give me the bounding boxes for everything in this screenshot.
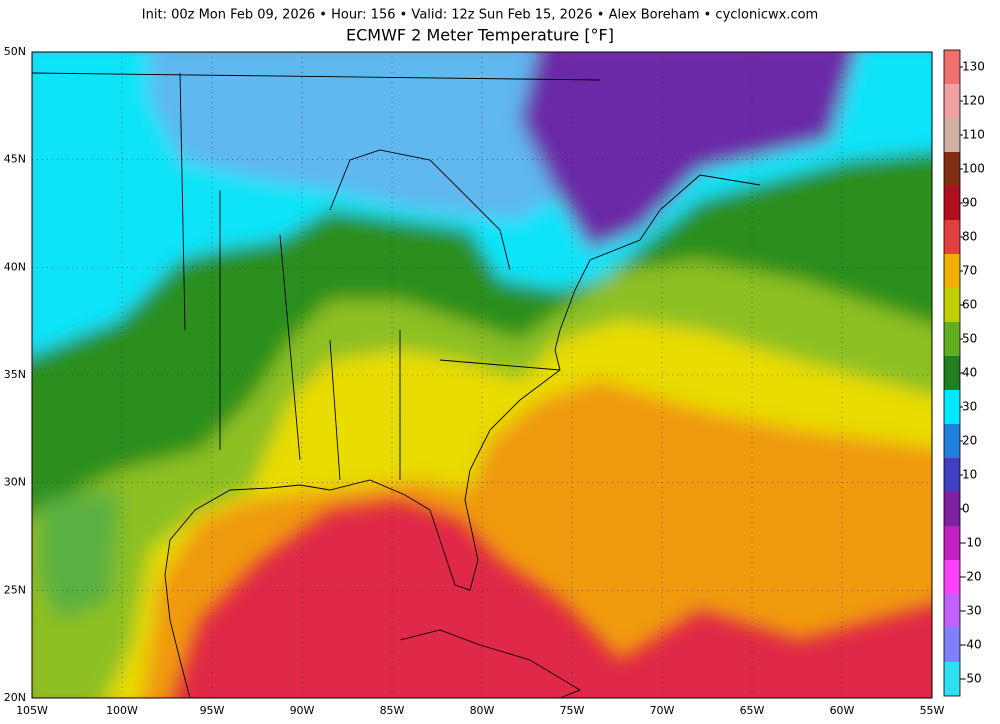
colorbar-segment <box>944 526 960 560</box>
colorbar-segment <box>944 118 960 152</box>
lon-label: 90W <box>290 704 315 717</box>
colorbar-segment <box>944 390 960 424</box>
temperature-field <box>32 52 932 698</box>
colorbar-label: 0 <box>962 502 970 516</box>
lat-label: 25N <box>4 583 26 596</box>
colorbar: -50 -40 -30 -20 -10 0 10 20 30 40 50 60 70 80 90 100 110… <box>943 49 985 697</box>
colorbar-segment <box>944 458 960 492</box>
colorbar-label: -40 <box>962 638 982 652</box>
colorbar-segment <box>944 424 960 458</box>
lat-label: 40N <box>4 260 26 273</box>
colorbar-label: 60 <box>962 298 977 312</box>
lat-label: 45N <box>4 153 26 166</box>
lon-label: 100W <box>106 704 138 717</box>
colorbar-segment <box>944 356 960 390</box>
colorbar-label: 110 <box>962 128 985 142</box>
lon-label: 75W <box>560 704 585 717</box>
colorbar-label: -30 <box>962 604 982 618</box>
lon-label: 60W <box>830 704 855 717</box>
graticule <box>32 52 932 698</box>
colorbar-segment <box>944 322 960 356</box>
colorbar-label: 20 <box>962 434 977 448</box>
colorbar-segment <box>944 50 960 84</box>
colorbar-segment <box>944 594 960 628</box>
colorbar-label: 100 <box>962 162 985 176</box>
coastlines <box>32 72 761 698</box>
lat-label: 35N <box>4 368 26 381</box>
lon-label: 80W <box>470 704 495 717</box>
lat-label: 50N <box>4 45 26 58</box>
colorbar-segment <box>944 560 960 594</box>
map-title: ECMWF 2 Meter Temperature [°F] <box>346 26 614 45</box>
colorbar-label: 80 <box>962 230 977 244</box>
colorbar-label: -50 <box>962 672 982 686</box>
colorbar-segment <box>944 254 960 288</box>
colorbar-label: 90 <box>962 196 977 210</box>
colorbar-segment <box>944 288 960 322</box>
colorbar-segment <box>944 84 960 118</box>
colorbar-label: 10 <box>962 468 977 482</box>
colorbar-label: -20 <box>962 570 982 584</box>
colorbar-segment <box>944 662 960 696</box>
colorbar-label: 30 <box>962 400 977 414</box>
colorbar-label: 40 <box>962 366 977 380</box>
lon-label: 95W <box>200 704 225 717</box>
lon-label: 65W <box>740 704 765 717</box>
map-frame <box>31 51 933 699</box>
colorbar-segment <box>944 152 960 186</box>
colorbar-segment <box>944 220 960 254</box>
lat-label: 20N <box>4 691 26 704</box>
lon-label: 70W <box>650 704 675 717</box>
colorbar-frame <box>943 49 961 697</box>
colorbar-label: 130 <box>962 60 985 74</box>
colorbar-label: 120 <box>962 94 985 108</box>
colorbar-segment <box>944 628 960 662</box>
colorbar-segment <box>944 492 960 526</box>
lon-label: 55W <box>920 704 945 717</box>
colorbar-segment <box>944 186 960 220</box>
header-info: Init: 00z Mon Feb 09, 2026 • Hour: 156 •… <box>142 8 818 23</box>
colorbar-label: 70 <box>962 264 977 278</box>
colorbar-label: -10 <box>962 536 982 550</box>
lon-label: 105W <box>16 704 48 717</box>
colorbar-label: 50 <box>962 332 977 346</box>
lon-label: 85W <box>380 704 405 717</box>
lat-label: 30N <box>4 476 26 489</box>
